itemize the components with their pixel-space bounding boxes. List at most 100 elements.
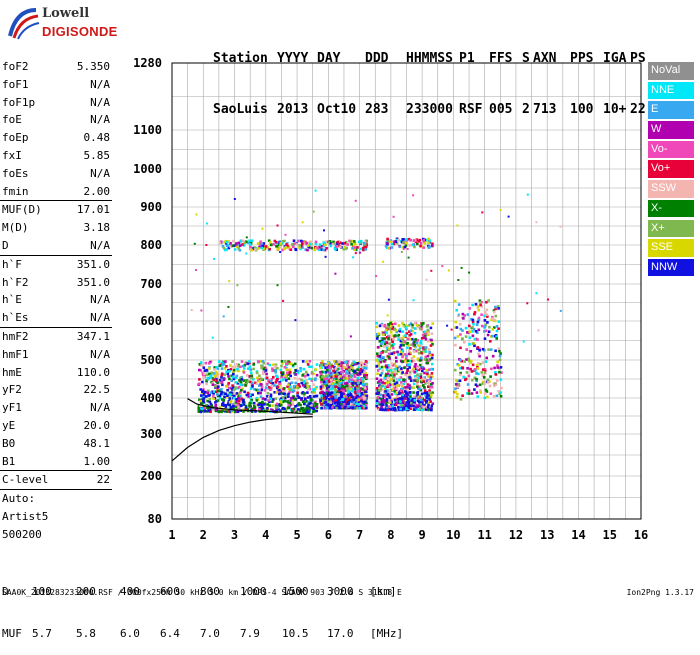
echo-point (475, 391, 479, 394)
echo-point (491, 354, 495, 358)
echo-point (496, 360, 499, 364)
echo-point (483, 314, 486, 318)
echo-point (485, 308, 489, 312)
echo-point (408, 323, 411, 327)
param-row-foep: foEp 0.48 (2, 129, 110, 147)
echo-point (343, 397, 347, 401)
distance-row: D 100 200 400 600 800 1000 1500 3000 [km] (2, 585, 397, 599)
echo-point (294, 247, 297, 251)
echo-point (221, 383, 224, 387)
echo-point (400, 341, 403, 344)
echo-point (231, 385, 235, 389)
x-tick-label: 13 (540, 528, 554, 542)
echo-point (420, 407, 424, 410)
echo-point (425, 358, 428, 361)
echo-point (357, 400, 361, 403)
echo-point (457, 279, 460, 281)
echo-point (227, 244, 231, 247)
echo-point (431, 402, 435, 405)
echo-point (386, 241, 389, 245)
echo-point (342, 403, 346, 406)
echo-point (410, 357, 414, 360)
echo-point (401, 330, 405, 333)
echo-point (386, 372, 390, 376)
echo-point (419, 403, 423, 406)
echo-point (354, 252, 357, 255)
echo-point (420, 322, 423, 325)
echo-point (259, 403, 262, 406)
param-name: hmF2 (2, 329, 29, 343)
echo-point (291, 245, 295, 249)
echo-point (307, 410, 310, 414)
echo-point (413, 379, 416, 382)
echo-point (273, 365, 277, 368)
echo-point (354, 362, 357, 366)
echo-point (248, 401, 252, 405)
echo-point (353, 242, 357, 246)
echo-point (406, 367, 409, 371)
echo-point (349, 375, 353, 379)
echo-point (225, 410, 229, 413)
echo-point (347, 367, 351, 371)
echo-point (283, 247, 286, 251)
echo-point (389, 321, 392, 325)
echo-point (493, 310, 496, 314)
echo-point (388, 380, 391, 384)
echo-point (220, 367, 224, 370)
echo-point (422, 346, 425, 349)
x-tick-label: 1 (168, 528, 175, 542)
echo-point (257, 403, 260, 407)
echo-point (320, 361, 323, 365)
echo-point (324, 375, 328, 379)
echo-point (428, 398, 431, 401)
echo-point (356, 368, 360, 371)
echo-point (343, 394, 346, 398)
echo-point (337, 364, 340, 367)
echo-point (199, 399, 202, 403)
echo-point (285, 407, 289, 410)
header-label-5: P1 (459, 51, 475, 66)
legend-item-w: W (648, 121, 694, 139)
echo-point (385, 341, 389, 344)
echo-point (409, 395, 412, 398)
echo-point (261, 372, 265, 376)
echo-point (308, 402, 312, 405)
echo-point (229, 245, 232, 248)
echo-point (316, 247, 319, 250)
echo-point (258, 380, 261, 383)
echo-point (404, 373, 407, 377)
echo-point (359, 379, 363, 383)
echo-point (469, 361, 472, 364)
echo-point (314, 242, 318, 246)
echo-point (342, 366, 345, 369)
echo-point (402, 400, 405, 403)
echo-point (414, 375, 417, 378)
param-value: N/A (90, 293, 110, 307)
param-row-he: h`E N/A (2, 291, 110, 309)
echo-point (425, 331, 428, 334)
distance-value: 3000 (327, 585, 354, 598)
echo-point (376, 346, 380, 349)
echo-point (349, 402, 353, 406)
x-tick-label: 7 (356, 528, 363, 542)
echo-point (292, 409, 295, 412)
echo-point (378, 382, 382, 385)
echo-point (379, 388, 383, 391)
echo-point (349, 240, 352, 244)
echo-point (202, 397, 205, 400)
echo-point (324, 362, 327, 366)
echo-point (326, 375, 330, 378)
echo-point (429, 400, 432, 403)
echo-point (497, 327, 500, 330)
echo-point (284, 394, 287, 398)
echo-point (493, 384, 496, 388)
echo-point (364, 403, 368, 407)
echo-point (387, 405, 391, 408)
echo-point (302, 384, 305, 387)
echo-point (361, 370, 364, 373)
echo-point (454, 320, 457, 324)
echo-point (331, 243, 334, 245)
echo-point (358, 251, 361, 254)
echo-point (270, 408, 273, 411)
echo-point (426, 328, 430, 332)
